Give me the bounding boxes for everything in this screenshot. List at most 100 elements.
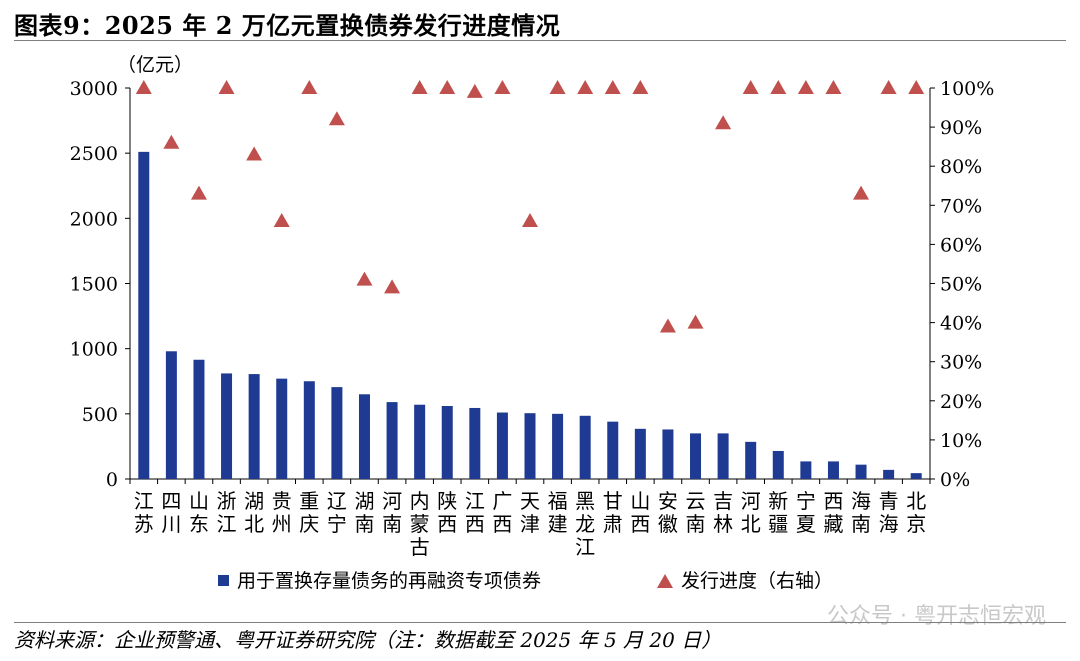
y-right-tick-label: 60% xyxy=(940,234,982,256)
y-right-tick-label: 0% xyxy=(940,469,970,491)
x-tick-label-char: 吉 xyxy=(713,489,733,513)
marker-福建 xyxy=(549,80,566,94)
x-tick-label-char: 四 xyxy=(161,489,181,513)
marker-西藏 xyxy=(825,80,842,94)
marker-吉林 xyxy=(715,115,732,130)
y-left-tick-label: 0 xyxy=(106,469,118,491)
bar-湖北 xyxy=(248,374,260,479)
y-left-tick-label: 3000 xyxy=(70,78,118,100)
x-tick-label-char: 宁 xyxy=(327,512,347,536)
bar-云南 xyxy=(690,433,702,479)
bar-安徽 xyxy=(662,429,674,479)
x-tick-label-char: 肃 xyxy=(603,512,623,536)
x-tick-label-char: 夏 xyxy=(796,512,816,536)
marker-天津 xyxy=(522,212,538,227)
bar-重庆 xyxy=(303,381,315,479)
marker-山东 xyxy=(190,185,207,200)
x-tick-label-char: 浙 xyxy=(217,489,237,513)
y-left-tick-label: 1500 xyxy=(70,274,118,296)
marker-江西 xyxy=(466,83,483,98)
chart-legend: 用于置换存量债务的再融资专项债券 发行进度（右轴） xyxy=(218,570,833,592)
x-tick-label-char: 山 xyxy=(189,489,209,513)
bar-宁夏 xyxy=(800,461,812,479)
bar-西藏 xyxy=(827,461,839,479)
x-tick-label-char: 北 xyxy=(741,512,761,536)
x-tick-label-char: 陕 xyxy=(437,489,457,513)
marker-青海 xyxy=(880,80,897,94)
y-right-tick-label: 70% xyxy=(940,195,982,217)
x-tick-label-char: 江 xyxy=(465,489,485,513)
x-tick-label-char: 海 xyxy=(879,512,899,536)
x-tick-label-char: 河 xyxy=(741,489,761,513)
x-tick-label-char: 东 xyxy=(189,512,209,536)
x-tick-label-char: 青 xyxy=(879,489,899,513)
source-divider xyxy=(14,622,1066,623)
bar-山西 xyxy=(634,428,646,479)
x-tick-label-char: 湖 xyxy=(244,489,264,513)
bar-北京 xyxy=(910,473,922,479)
x-tick-label-char: 北 xyxy=(906,489,926,513)
bar-四川 xyxy=(165,351,177,479)
bar-河北 xyxy=(745,441,757,479)
x-tick-label-char: 重 xyxy=(299,489,319,513)
x-tick-label-char: 林 xyxy=(713,512,733,536)
x-tick-label-char: 甘 xyxy=(603,489,623,513)
y-right-tick-label: 30% xyxy=(940,352,982,374)
x-tick-label-char: 南 xyxy=(382,512,402,536)
x-tick-label-char: 西 xyxy=(492,512,512,536)
marker-山西 xyxy=(632,80,649,94)
bar-内蒙古 xyxy=(414,404,426,479)
marker-江苏 xyxy=(135,80,152,94)
y-left-tick-label: 500 xyxy=(82,404,118,426)
bar-天津 xyxy=(524,413,536,479)
y-right-tick-label: 40% xyxy=(940,313,982,335)
x-tick-label-char: 广 xyxy=(492,489,512,513)
marker-陕西 xyxy=(439,80,456,94)
bar-海南 xyxy=(855,464,867,479)
x-tick-label-char: 湖 xyxy=(354,489,374,513)
marker-series xyxy=(135,80,925,333)
y-right-tick-label: 20% xyxy=(940,391,982,413)
marker-四川 xyxy=(163,134,180,149)
y-right-tick-label: 10% xyxy=(940,430,982,452)
bar-河南 xyxy=(386,402,398,479)
bar-浙江 xyxy=(221,373,233,479)
x-tick-label-char: 川 xyxy=(161,512,181,536)
x-tick-label-char: 安 xyxy=(658,489,678,513)
bar-series xyxy=(138,151,922,479)
x-tick-label-char: 北 xyxy=(244,512,264,536)
y-right-tick-label: 100% xyxy=(940,78,994,100)
marker-湖北 xyxy=(246,146,263,161)
marker-河北 xyxy=(742,80,759,94)
x-tick-label-char: 藏 xyxy=(823,512,843,536)
x-tick-label-char: 庆 xyxy=(299,512,319,536)
x-tick-label-char: 龙 xyxy=(575,512,595,536)
marker-广西 xyxy=(494,80,511,94)
x-tick-label-char: 西 xyxy=(437,512,457,536)
bar-黑龙江 xyxy=(579,415,591,479)
x-tick-label-char: 西 xyxy=(465,512,485,536)
x-tick-label-char: 福 xyxy=(548,489,568,513)
x-tick-label-char: 新 xyxy=(768,489,788,513)
x-tick-label-char: 徽 xyxy=(658,512,678,536)
marker-新疆 xyxy=(770,80,787,94)
x-tick-label-char: 黑 xyxy=(575,489,595,513)
bar-广西 xyxy=(496,412,508,479)
marker-内蒙古 xyxy=(411,80,428,94)
x-axis-labels: 江苏四川山东浙江湖北贵州重庆辽宁湖南河南内蒙古陕西江西广西天津福建黑龙江甘肃山西… xyxy=(134,489,926,559)
chart-title: 图表9：2025 年 2 万亿元置换债券发行进度情况 xyxy=(14,11,561,40)
chart-axes: 0 500 1000 1500 2000 2500 3000 0% 10% 20% 30% 40% 50… xyxy=(70,54,995,491)
marker-浙江 xyxy=(218,80,235,94)
legend-swatch-bar xyxy=(218,575,229,586)
x-tick-label-char: 南 xyxy=(686,512,706,536)
source-note: 资料来源：企业预警通、粤开证券研究院（注：数据截至 2025 年 5 月 20 … xyxy=(14,628,722,652)
x-tick-label-char: 津 xyxy=(520,512,540,536)
x-tick-label-char: 南 xyxy=(354,512,374,536)
marker-河南 xyxy=(384,279,401,294)
x-tick-label-char: 西 xyxy=(630,512,650,536)
bar-江苏 xyxy=(138,151,150,479)
x-tick-label-char: 河 xyxy=(382,489,402,513)
legend-label-marker: 发行进度（右轴） xyxy=(681,570,833,592)
title-divider xyxy=(14,40,1066,41)
